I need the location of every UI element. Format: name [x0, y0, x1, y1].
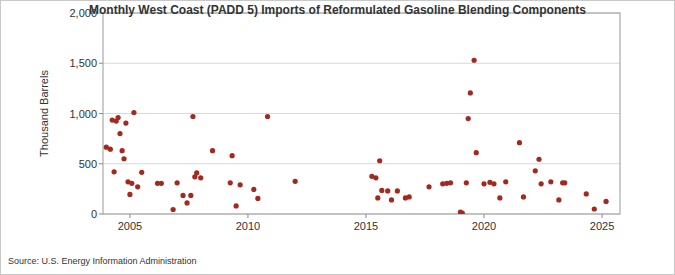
grid-line — [103, 163, 620, 164]
title: Monthly West Coast (PADD 5) Imports of R… — [89, 3, 586, 17]
point — [255, 196, 260, 201]
point — [234, 203, 239, 208]
grid-line — [103, 113, 620, 114]
point — [385, 188, 390, 193]
point — [464, 180, 469, 185]
point — [521, 194, 526, 199]
point — [603, 199, 608, 204]
point — [131, 110, 136, 115]
point — [123, 120, 128, 125]
tick — [365, 214, 366, 218]
tick-label: 1,000 — [69, 108, 97, 120]
point — [175, 180, 180, 185]
point — [293, 179, 298, 184]
point — [556, 197, 561, 202]
point — [117, 131, 122, 136]
point — [472, 58, 477, 63]
point — [198, 175, 203, 180]
marks — [104, 58, 609, 214]
point — [230, 153, 235, 158]
y-axis-label: Thousand Barrels — [38, 70, 50, 157]
point — [188, 193, 193, 198]
point — [497, 195, 502, 200]
tick — [99, 163, 103, 164]
point — [536, 157, 541, 162]
point — [121, 156, 126, 161]
tick-label: 0 — [91, 208, 97, 220]
point — [373, 175, 378, 180]
point — [539, 181, 544, 186]
point — [251, 187, 256, 192]
tick — [602, 214, 603, 218]
tick — [99, 113, 103, 114]
point — [533, 168, 538, 173]
point — [548, 179, 553, 184]
point — [491, 181, 496, 186]
point — [135, 184, 140, 189]
point — [460, 210, 465, 214]
plot-frame — [103, 13, 620, 214]
point — [159, 181, 164, 186]
point — [139, 170, 144, 175]
tick-label: 2005 — [118, 220, 142, 232]
point — [407, 194, 412, 199]
point — [503, 179, 508, 184]
tick-label: 2025 — [590, 220, 614, 232]
tick — [247, 214, 248, 218]
point — [129, 181, 134, 186]
tick — [484, 214, 485, 218]
point — [481, 181, 486, 186]
source: Source: U.S. Energy Information Administ… — [8, 256, 197, 266]
point — [127, 192, 132, 197]
tick-label: 2020 — [472, 220, 496, 232]
point — [426, 184, 431, 189]
point — [228, 180, 233, 185]
point — [171, 207, 176, 212]
point — [108, 147, 113, 152]
point — [120, 148, 125, 153]
tick — [99, 63, 103, 64]
plot-area — [103, 13, 620, 214]
point — [265, 114, 270, 119]
background — [1, 1, 675, 275]
point — [116, 115, 121, 120]
point — [194, 170, 199, 175]
tick — [99, 214, 103, 215]
point — [448, 180, 453, 185]
grid-line — [103, 63, 620, 64]
point — [466, 116, 471, 121]
point — [379, 188, 384, 193]
point — [238, 182, 243, 187]
point — [389, 197, 394, 202]
point — [375, 195, 380, 200]
point — [184, 200, 189, 205]
tick-label: 1,500 — [69, 57, 97, 69]
point — [468, 90, 473, 95]
point — [517, 140, 522, 145]
point — [111, 169, 116, 174]
tick-label: 500 — [79, 158, 97, 170]
point — [584, 191, 589, 196]
point — [395, 188, 400, 193]
tick — [129, 214, 130, 218]
point — [190, 114, 195, 119]
point — [562, 180, 567, 185]
point — [377, 158, 382, 163]
chart: 05001,0001,5002,00020052010201520202025M… — [0, 0, 675, 275]
tick-label: 2015 — [354, 220, 378, 232]
point — [474, 150, 479, 155]
tick-label: 2010 — [236, 220, 260, 232]
point — [210, 148, 215, 153]
point — [592, 206, 597, 211]
point — [180, 193, 185, 198]
